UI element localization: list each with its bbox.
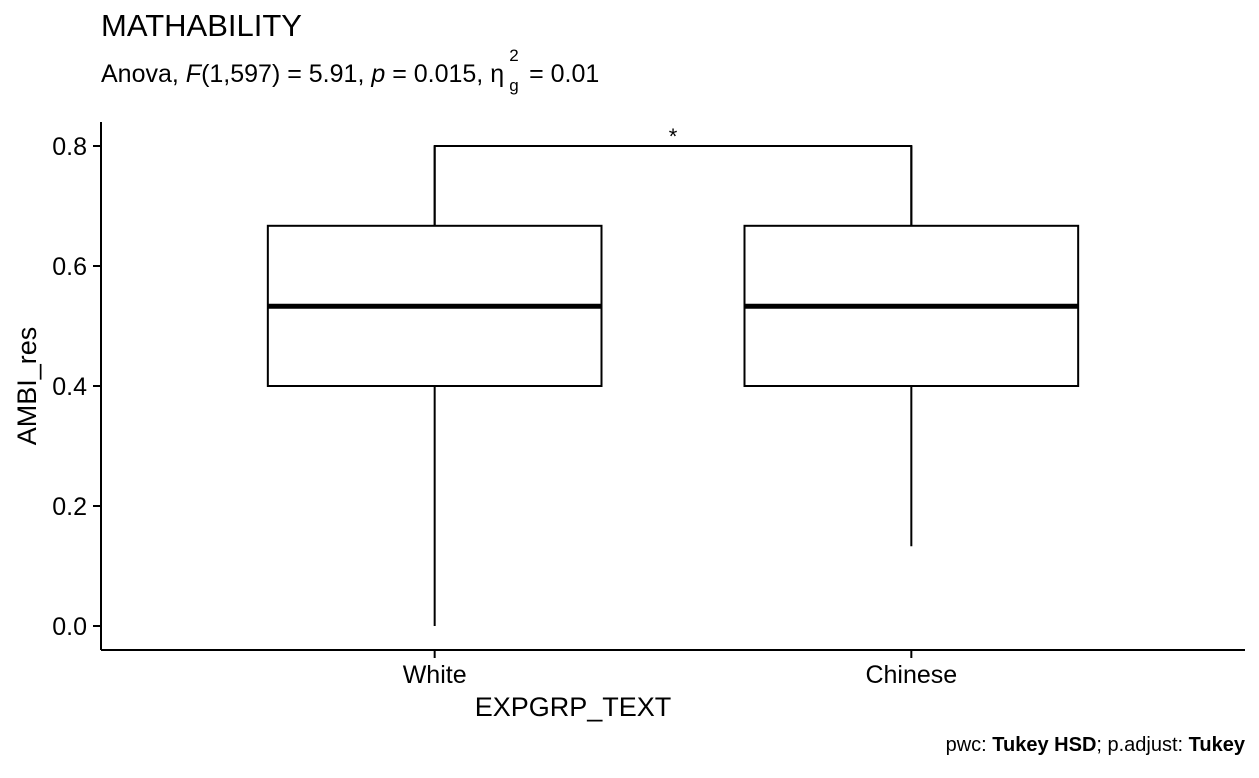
subtitle-eta-glyph: η xyxy=(490,60,505,88)
caption-adjust-method: Tukey xyxy=(1188,734,1245,756)
subtitle-stat-name: F xyxy=(185,60,202,88)
subtitle-eta-sub: g xyxy=(509,76,519,95)
chart-title: MATHABILITY xyxy=(101,8,302,43)
y-tick-label: 0.2 xyxy=(52,493,87,521)
subtitle-p-name: p xyxy=(371,60,386,88)
y-tick-label: 0.8 xyxy=(52,133,87,161)
subtitle-test: Anova, xyxy=(101,60,179,88)
chart-caption: pwc: Tukey HSD; p.adjust: Tukey xyxy=(946,734,1245,757)
y-tick-label: 0.0 xyxy=(52,613,87,641)
caption-pwc-method: Tukey HSD xyxy=(992,734,1097,756)
x-tick-label: White xyxy=(403,661,467,689)
caption-pwc-prefix: pwc: xyxy=(945,734,993,756)
subtitle-p-value: = 0.015, xyxy=(392,60,484,88)
y-tick-label: 0.6 xyxy=(52,253,87,281)
subtitle-stat-df: (1,597) = 5.91, xyxy=(201,60,365,88)
subtitle-eta-sup: 2 xyxy=(509,46,519,65)
significance-bracket xyxy=(433,145,913,226)
y-tick-label: 0.4 xyxy=(52,373,87,401)
x-tick-label: Chinese xyxy=(865,661,957,689)
y-axis-title: AMBI_res xyxy=(12,327,42,446)
significance-label: * xyxy=(669,124,678,149)
caption-adjust-prefix: ; p.adjust: xyxy=(1096,734,1189,756)
subtitle-effect-value: = 0.01 xyxy=(529,60,600,88)
x-axis-title: EXPGRP_TEXT xyxy=(475,692,672,722)
